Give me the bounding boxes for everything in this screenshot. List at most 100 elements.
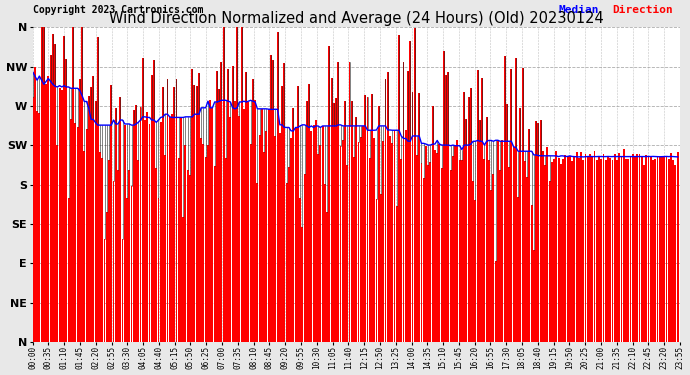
Bar — [668, 159, 670, 342]
Bar — [584, 154, 586, 342]
Bar — [308, 84, 310, 342]
Bar — [490, 190, 492, 342]
Bar — [184, 145, 186, 342]
Bar — [317, 154, 319, 342]
Bar — [661, 156, 663, 342]
Bar — [57, 145, 58, 342]
Bar — [623, 149, 624, 342]
Bar — [562, 159, 564, 342]
Bar — [457, 140, 458, 342]
Text: Copyright 2023 Cartronics.com: Copyright 2023 Cartronics.com — [32, 4, 203, 15]
Bar — [484, 159, 485, 342]
Bar — [169, 117, 170, 342]
Bar — [470, 88, 472, 342]
Bar — [459, 160, 461, 342]
Bar — [398, 34, 400, 342]
Bar — [675, 165, 676, 342]
Bar — [166, 79, 168, 342]
Bar — [520, 108, 522, 342]
Bar — [533, 250, 535, 342]
Bar — [268, 110, 270, 342]
Bar — [407, 72, 409, 342]
Bar — [90, 87, 92, 342]
Bar — [263, 152, 265, 342]
Bar — [189, 175, 191, 342]
Bar — [495, 261, 497, 342]
Bar — [286, 183, 288, 342]
Bar — [654, 159, 656, 342]
Bar — [39, 113, 40, 342]
Bar — [605, 160, 607, 342]
Bar — [593, 151, 595, 342]
Bar — [535, 121, 537, 342]
Bar — [139, 108, 141, 342]
Bar — [248, 102, 249, 342]
Bar — [59, 88, 61, 342]
Bar — [221, 62, 222, 342]
Bar — [101, 158, 104, 342]
Bar — [441, 168, 443, 342]
Bar — [643, 165, 645, 342]
Bar — [566, 156, 569, 342]
Bar — [328, 46, 331, 342]
Bar — [641, 156, 642, 342]
Bar — [499, 170, 501, 342]
Bar — [92, 76, 95, 342]
Bar — [191, 69, 193, 342]
Bar — [306, 101, 308, 342]
Bar — [218, 89, 220, 342]
Bar — [486, 117, 488, 342]
Bar — [207, 145, 209, 342]
Text: Median: Median — [558, 4, 599, 15]
Bar — [171, 114, 173, 342]
Bar — [366, 98, 368, 342]
Bar — [180, 117, 182, 342]
Bar — [463, 92, 465, 342]
Bar — [540, 120, 542, 342]
Bar — [79, 78, 81, 342]
Bar — [230, 117, 231, 342]
Bar — [277, 32, 279, 342]
Bar — [575, 153, 578, 342]
Bar — [508, 167, 510, 342]
Bar — [302, 226, 304, 342]
Bar — [254, 100, 256, 342]
Bar — [225, 158, 227, 342]
Bar — [236, 27, 238, 342]
Bar — [551, 162, 553, 342]
Bar — [148, 124, 150, 342]
Bar — [405, 130, 406, 342]
Bar — [429, 162, 431, 342]
Bar — [200, 138, 202, 342]
Bar — [542, 151, 544, 342]
Bar — [41, 27, 43, 342]
Bar — [382, 141, 384, 342]
Bar — [620, 156, 622, 342]
Bar — [472, 181, 474, 342]
Bar — [281, 86, 283, 342]
Bar — [310, 131, 313, 342]
Bar — [488, 160, 490, 342]
Bar — [414, 28, 415, 342]
Bar — [227, 69, 229, 342]
Bar — [518, 197, 519, 342]
Bar — [155, 168, 157, 342]
Bar — [466, 119, 467, 342]
Bar — [513, 147, 515, 342]
Bar — [157, 198, 159, 342]
Bar — [526, 177, 528, 342]
Bar — [650, 157, 651, 342]
Bar — [400, 159, 402, 342]
Bar — [36, 111, 38, 342]
Bar — [596, 159, 598, 342]
Bar — [77, 128, 79, 342]
Bar — [326, 212, 328, 342]
Bar — [607, 157, 609, 342]
Bar — [438, 144, 440, 342]
Bar — [144, 120, 146, 342]
Bar — [481, 78, 483, 342]
Bar — [202, 144, 204, 342]
Bar — [34, 68, 36, 342]
Bar — [43, 27, 45, 342]
Bar — [279, 133, 281, 342]
